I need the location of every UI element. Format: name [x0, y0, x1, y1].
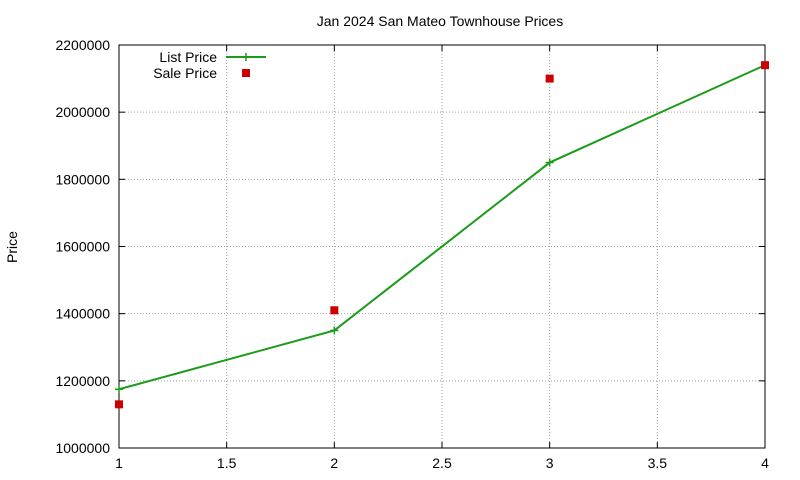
- sale-price-point: [330, 306, 339, 315]
- sale-price-point: [761, 61, 769, 70]
- y-tick-label: 2000000: [55, 104, 110, 120]
- x-tick-label: 4: [761, 455, 769, 471]
- x-tick-label: 2: [330, 455, 338, 471]
- x-tick-label: 1: [115, 455, 123, 471]
- sale-price-point: [545, 74, 554, 83]
- x-tick-label: 2.5: [432, 455, 452, 471]
- y-tick-label: 1200000: [55, 373, 110, 389]
- x-tick-label: 1.5: [217, 455, 237, 471]
- sale-price-point: [115, 400, 123, 409]
- legend-item: List Price: [159, 49, 266, 65]
- axes: 1 1.5 2 2.5 3 3.5 4 1000000 1200000 1400000 160000…: [55, 37, 769, 471]
- legend-label: List Price: [159, 49, 217, 65]
- y-tick-label: 1000000: [55, 440, 110, 456]
- y-tick-label: 2200000: [55, 37, 110, 53]
- y-tick-label: 1800000: [55, 171, 110, 187]
- x-tick-label: 3: [546, 455, 554, 471]
- y-tick-label: 1400000: [55, 306, 110, 322]
- y-tick-label: 1600000: [55, 239, 110, 255]
- list-price-point: [330, 326, 339, 335]
- legend-plus-marker: [242, 53, 250, 61]
- list-price-point: [115, 385, 123, 394]
- legend-item: Sale Price: [153, 65, 250, 81]
- y-axis-label: Price: [4, 231, 20, 263]
- plot-frame: [118, 44, 766, 449]
- series: [115, 61, 769, 409]
- list-price-point: [545, 158, 554, 167]
- list-price-line: [118, 64, 766, 391]
- series-0: [115, 61, 769, 394]
- chart-title: Jan 2024 San Mateo Townhouse Prices: [317, 13, 563, 29]
- x-tick-label: 3.5: [648, 455, 668, 471]
- series-1: [115, 61, 769, 409]
- legend-label: Sale Price: [153, 65, 217, 81]
- legend-square-marker: [242, 69, 250, 77]
